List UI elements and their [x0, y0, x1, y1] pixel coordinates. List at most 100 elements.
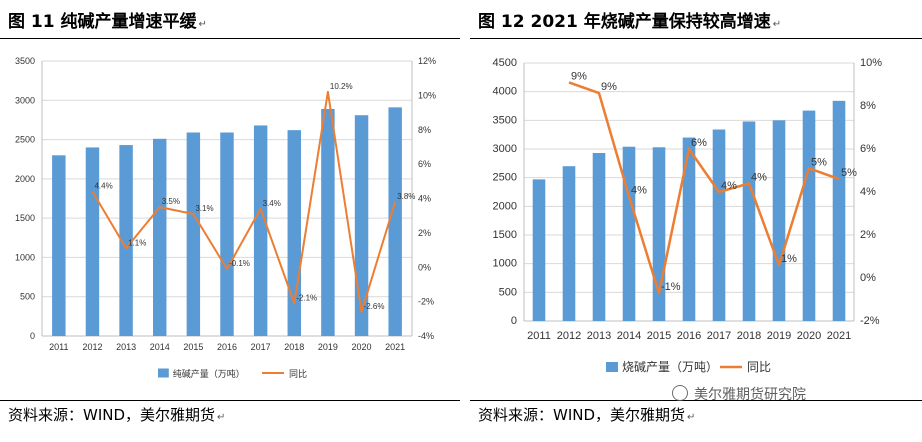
left-y2-tick-label: 2%: [418, 228, 431, 238]
right-data-label: 5%: [811, 156, 827, 168]
right-data-label: 9%: [571, 70, 587, 82]
right-y-tick-label: 2000: [493, 200, 517, 212]
right-bottom-rule: [470, 400, 922, 401]
left-x-tick-label: 2020: [352, 342, 372, 352]
left-y-tick-label: 0: [30, 331, 35, 341]
right-bar: [802, 110, 816, 321]
right-y-tick-label: 1000: [493, 258, 517, 270]
right-data-label: 1%: [781, 253, 797, 265]
right-bar: [772, 120, 786, 321]
right-bar: [592, 153, 606, 321]
left-legend-bar-swatch: [158, 368, 169, 378]
left-bar: [321, 108, 335, 336]
right-legend-bar-swatch: [606, 362, 618, 372]
left-x-tick-label: 2015: [183, 342, 203, 352]
right-y-tick-label: 4000: [493, 86, 517, 98]
left-bar: [52, 155, 66, 336]
right-x-tick-label: 2012: [557, 330, 581, 342]
left-bar: [253, 125, 268, 336]
right-x-tick-label: 2016: [677, 330, 701, 342]
right-data-label: 4%: [721, 180, 737, 192]
right-legend-line-label: 同比: [747, 360, 771, 374]
left-x-tick-label: 2012: [82, 342, 102, 352]
left-y-tick-label: 500: [20, 292, 35, 302]
left-data-label: 1.1%: [128, 238, 146, 247]
right-bar: [652, 147, 666, 321]
left-bar: [388, 107, 402, 336]
left-data-label: 3.4%: [263, 199, 281, 208]
left-data-label: -2.6%: [364, 302, 385, 311]
right-y-tick-label: 500: [499, 286, 517, 298]
right-y2-tick-label: 10%: [860, 57, 882, 69]
right-y-tick-label: 2500: [493, 172, 517, 184]
right-x-tick-label: 2013: [587, 330, 611, 342]
left-bar: [287, 130, 301, 336]
left-y-tick-label: 3500: [15, 56, 35, 66]
left-x-tick-label: 2013: [116, 342, 136, 352]
watermark: 美尔雅期货研究院: [672, 384, 806, 404]
right-data-label: 4%: [631, 184, 647, 196]
right-bar: [832, 100, 846, 321]
right-y2-tick-label: 0%: [860, 272, 876, 284]
right-x-tick-label: 2018: [737, 330, 761, 342]
right-bar: [622, 146, 636, 321]
left-y2-tick-label: -4%: [418, 331, 434, 341]
left-y-tick-label: 1000: [15, 252, 35, 262]
right-x-tick-label: 2017: [707, 330, 731, 342]
right-figure-title: 图 12 2021 年烧碱产量保持较高增速 ↵: [478, 12, 782, 32]
left-data-label: 3.5%: [162, 197, 180, 206]
right-x-tick-label: 2014: [617, 330, 641, 342]
right-x-tick-label: 2020: [797, 330, 821, 342]
left-x-tick-label: 2016: [217, 342, 237, 352]
left-figure-panel: 图 11 纯碱产量增速平缓 ↵ 0 500 1000 1500 2000 2500 3000 3…: [0, 0, 460, 442]
left-y2-tick-label: 8%: [418, 125, 431, 135]
right-y2-tick-label: 4%: [860, 186, 876, 198]
wechat-icon: [672, 385, 688, 401]
left-x-tick-label: 2019: [318, 342, 338, 352]
right-bar: [712, 129, 726, 321]
left-x-tick-label: 2021: [385, 342, 405, 352]
left-data-label: 3.1%: [195, 204, 213, 213]
right-y2-tick-label: -2%: [860, 315, 880, 327]
left-bar: [85, 147, 100, 336]
right-y2-tick-label: 6%: [860, 143, 876, 155]
right-bar: [532, 179, 546, 321]
left-data-label: -0.1%: [229, 259, 250, 268]
right-legend-bar-label: 烧碱产量（万吨）: [622, 360, 718, 374]
left-figure-title: 图 11 纯碱产量增速平缓 ↵: [8, 12, 207, 32]
left-chart: 0 500 1000 1500 2000 2500 3000 3500 -4% -2% 0% 2% 4%…: [15, 56, 436, 379]
right-data-label: -1%: [661, 281, 681, 293]
left-bar: [153, 138, 167, 336]
left-source-note: 资料来源：WIND，美尔雅期货 ↵: [8, 406, 226, 424]
left-x-tick-label: 2018: [284, 342, 304, 352]
left-y2-tick-label: 6%: [418, 159, 431, 169]
right-y-tick-label: 4500: [493, 57, 517, 69]
left-data-label: 3.8%: [397, 192, 415, 201]
right-bar: [682, 137, 696, 321]
right-data-label: 4%: [751, 171, 767, 183]
left-legend-line-label: 同比: [289, 368, 307, 379]
right-yoy-line: [568, 81, 840, 295]
left-y-tick-label: 2000: [15, 174, 35, 184]
right-source-note: 资料来源：WIND，美尔雅期货 ↵: [478, 406, 696, 424]
left-y-tick-label: 2500: [15, 135, 35, 145]
right-data-label: 5%: [841, 167, 857, 179]
left-top-rule: [0, 38, 460, 39]
right-y-tick-label: 3500: [493, 114, 517, 126]
right-x-tick-label: 2019: [767, 330, 791, 342]
left-yoy-line: [91, 90, 397, 313]
right-figure-panel: 图 12 2021 年烧碱产量保持较高增速 ↵ 0 500 1000 1500 2000 2…: [470, 0, 922, 442]
left-bar: [119, 145, 133, 336]
left-y2-tick-label: 4%: [418, 194, 431, 204]
left-data-label: -2.1%: [296, 293, 317, 302]
left-bar: [220, 132, 234, 336]
left-y2-tick-label: 10%: [418, 90, 436, 100]
left-data-label: 4.4%: [94, 182, 112, 191]
right-y2-tick-label: 2%: [860, 229, 876, 241]
left-y2-tick-label: 0%: [418, 262, 431, 272]
right-chart: 0 500 1000 1500 2000 2500 3000 3500 4000 4500 -2% 0…: [493, 57, 883, 374]
right-y-tick-label: 1500: [493, 229, 517, 241]
left-y2-tick-label: -2%: [418, 297, 434, 307]
right-data-label: 9%: [601, 81, 617, 93]
right-bar: [562, 166, 576, 321]
